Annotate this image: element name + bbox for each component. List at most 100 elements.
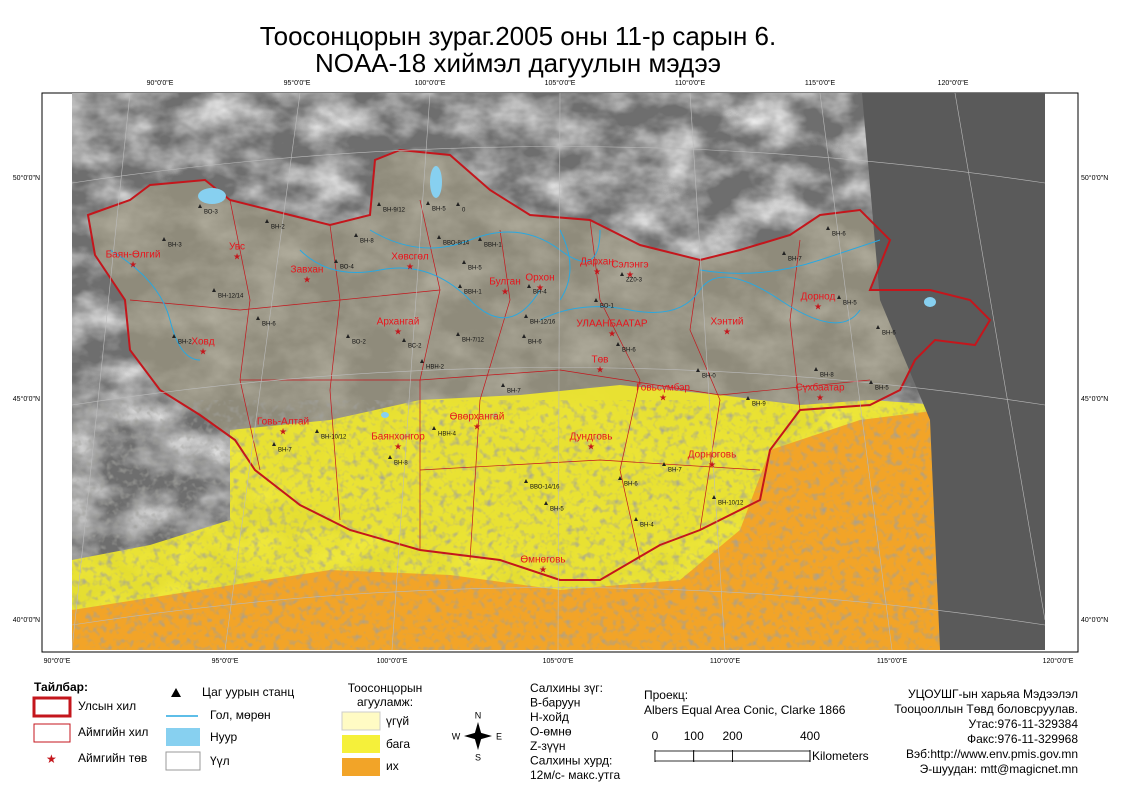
aimag-name: Дорноговь <box>688 450 737 461</box>
station-label: ВН-8 <box>394 461 408 467</box>
aimag-center: ★ <box>394 326 402 336</box>
aimag-name: Өвөрхангай <box>450 412 505 423</box>
aimag-center: ★ <box>596 364 604 374</box>
wind-note: В-баруун <box>530 696 580 710</box>
station-label: НВН-4 <box>438 432 457 438</box>
legend-label: Улсын хил <box>78 699 136 713</box>
graticule-label: 110°0'0"E <box>710 657 741 665</box>
aimag-center: ★ <box>626 269 634 279</box>
station <box>172 334 176 338</box>
station <box>437 235 441 239</box>
station-label: ВН-3 <box>168 243 182 249</box>
station-label: ВН-6 <box>882 331 896 337</box>
aimag-name: Өмнөговь <box>520 555 565 566</box>
station <box>826 226 830 230</box>
station <box>501 383 505 387</box>
station <box>402 338 406 342</box>
station-label: ВН-6 <box>528 340 542 346</box>
station <box>522 334 526 338</box>
aimag-name: Төв <box>592 355 609 366</box>
legend-triangle <box>171 688 181 697</box>
graticule-label: 115°0'0"E <box>877 657 908 665</box>
credit-line: Э-шуудан: mtt@magicnet.mn <box>920 762 1078 776</box>
station-label: ВН-4 <box>640 523 654 529</box>
station-label: ВН-9 <box>752 402 766 408</box>
compass-label: W <box>452 731 461 741</box>
graticule-label: 120°0'0"E <box>1043 657 1074 665</box>
aimag-center: ★ <box>587 441 595 451</box>
station <box>616 342 620 346</box>
station <box>377 202 381 206</box>
dust-title-box: Тоосонцорын агууламж: <box>347 681 423 709</box>
station-label: ВН-2 <box>271 225 285 231</box>
aimag-name: Дундговь <box>570 432 613 443</box>
station-label: ВН-5 <box>550 507 564 513</box>
aimag-center: ★ <box>406 261 414 271</box>
graticule-label: 95°0'0"E <box>212 657 239 665</box>
station <box>388 455 392 459</box>
station <box>527 284 531 288</box>
scale-segment <box>654 750 695 762</box>
scale-tick-label: 200 <box>722 729 742 743</box>
title: Тоосонцорын зураг.2005 оны 11-р сарын 6. <box>260 21 776 51</box>
station <box>524 314 528 318</box>
station <box>594 298 598 302</box>
station <box>272 442 276 446</box>
station-label: ВН-6 <box>262 322 276 328</box>
aimag-name: Завхан <box>291 265 324 276</box>
aimag-center: ★ <box>394 441 402 451</box>
compass-label: E <box>496 731 502 741</box>
aimag-center: ★ <box>233 251 241 261</box>
graticule-label: 90°0'0"E <box>44 657 71 665</box>
aimag-name: Дорнод <box>801 292 836 303</box>
aimag-name: Сүхбаатар <box>795 382 845 394</box>
station <box>662 462 666 466</box>
legend-heading: Тайлбар: <box>34 680 88 694</box>
legend-swatch <box>342 758 380 776</box>
projection-name: Albers Equal Area Conic, Clarke 1866 <box>644 703 846 717</box>
station <box>456 332 460 336</box>
station <box>782 251 786 255</box>
legend-swatch <box>33 723 71 743</box>
aimag-name: Дархан <box>580 257 614 268</box>
compass: N S W E <box>452 710 502 762</box>
scale-segment <box>693 750 733 762</box>
aimag-name: Баянхонгор <box>371 432 425 443</box>
station-label: ВН-6 <box>622 348 636 354</box>
station <box>478 237 482 241</box>
aimag-name: Ховд <box>191 337 214 348</box>
station-label: ВО-4 <box>340 265 354 271</box>
station-label: ВО-2 <box>352 340 366 346</box>
station-label: ВН-7 <box>507 389 521 395</box>
station-label: ZZ0-3 <box>626 278 643 284</box>
station-label: ВН-7 <box>668 468 682 474</box>
graticule-label: 115°0'0"E <box>805 79 836 87</box>
station <box>256 316 260 320</box>
station <box>420 359 424 363</box>
aimag-center: ★ <box>129 259 137 269</box>
legend-label: Аймгийн төв <box>78 751 147 765</box>
station <box>426 201 430 205</box>
aimag-name: Хэнтий <box>710 317 743 328</box>
station-label: ВН-12/16 <box>530 320 556 326</box>
graticule-label: 40°0'0"N <box>13 616 40 624</box>
graticule-label: 50°0'0"N <box>1081 174 1108 182</box>
graticule-label: 45°0'0"N <box>13 395 40 403</box>
legend-label: Гол, мөрөн <box>210 708 271 722</box>
aimag-center: ★ <box>814 301 822 311</box>
legend-label: үгүй <box>386 714 409 728</box>
title: NOAA-18 хиймэл дагуулын мэдээ <box>315 48 721 78</box>
aimag-center: ★ <box>723 326 731 336</box>
legend-label: их <box>386 759 399 773</box>
station-label: ВВН-1 <box>484 243 502 249</box>
legend-label: Аймгийн хил <box>78 725 148 739</box>
scale-segment <box>732 750 811 762</box>
station-label: ВС-2 <box>408 344 422 350</box>
station-label: ВН-2 <box>178 340 192 346</box>
graticule-label: 100°0'0"E <box>377 657 408 665</box>
station-label: ВО-1 <box>600 304 614 310</box>
dust-title: Тоосонцорын агууламж: <box>347 681 423 709</box>
station <box>746 396 750 400</box>
station <box>618 476 622 480</box>
aimag-name: Сэлэнгэ <box>611 260 648 271</box>
